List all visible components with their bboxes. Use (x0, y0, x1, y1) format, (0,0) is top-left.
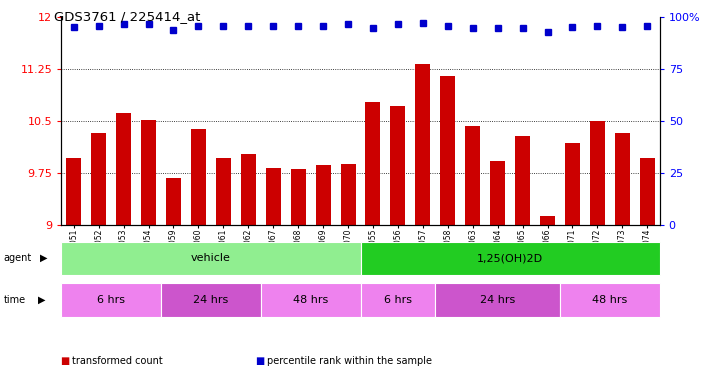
Bar (261, 283, 360, 317)
Bar (116, 113, 131, 225)
Bar (191, 129, 206, 225)
Text: 48 hrs: 48 hrs (592, 295, 627, 305)
Text: ■: ■ (256, 356, 268, 366)
Bar (465, 126, 480, 225)
Bar (161, 283, 261, 317)
Bar (366, 102, 381, 225)
Bar (540, 216, 555, 225)
Bar (515, 136, 530, 225)
Bar (615, 133, 630, 225)
Bar (316, 165, 330, 225)
Text: transformed count: transformed count (72, 356, 163, 366)
Bar (166, 178, 181, 225)
Bar (360, 242, 660, 275)
Bar (360, 283, 435, 317)
Text: 6 hrs: 6 hrs (384, 295, 412, 305)
Bar (565, 143, 580, 225)
Text: time: time (4, 295, 26, 305)
Bar (490, 161, 505, 225)
Bar (590, 121, 605, 225)
Bar (441, 76, 455, 225)
Text: agent: agent (4, 253, 32, 263)
Text: 6 hrs: 6 hrs (97, 295, 125, 305)
Bar (560, 283, 660, 317)
Text: ■: ■ (61, 356, 74, 366)
Bar (291, 169, 306, 225)
Text: ▶: ▶ (40, 253, 47, 263)
Text: GDS3761 / 225414_at: GDS3761 / 225414_at (54, 10, 200, 23)
Bar (241, 154, 256, 225)
Bar (266, 168, 280, 225)
Bar (61, 283, 161, 317)
Bar (91, 133, 106, 225)
Text: 24 hrs: 24 hrs (480, 295, 516, 305)
Bar (640, 157, 655, 225)
Bar (435, 283, 560, 317)
Text: ▶: ▶ (37, 295, 45, 305)
Text: 1,25(OH)2D: 1,25(OH)2D (477, 253, 543, 263)
Text: vehicle: vehicle (191, 253, 231, 263)
Bar (391, 106, 405, 225)
Bar (415, 64, 430, 225)
Bar (141, 119, 156, 225)
Bar (216, 157, 231, 225)
Bar (340, 164, 355, 225)
Text: 24 hrs: 24 hrs (193, 295, 229, 305)
Bar (66, 157, 81, 225)
Bar (61, 242, 360, 275)
Text: percentile rank within the sample: percentile rank within the sample (267, 356, 432, 366)
Text: 48 hrs: 48 hrs (293, 295, 328, 305)
